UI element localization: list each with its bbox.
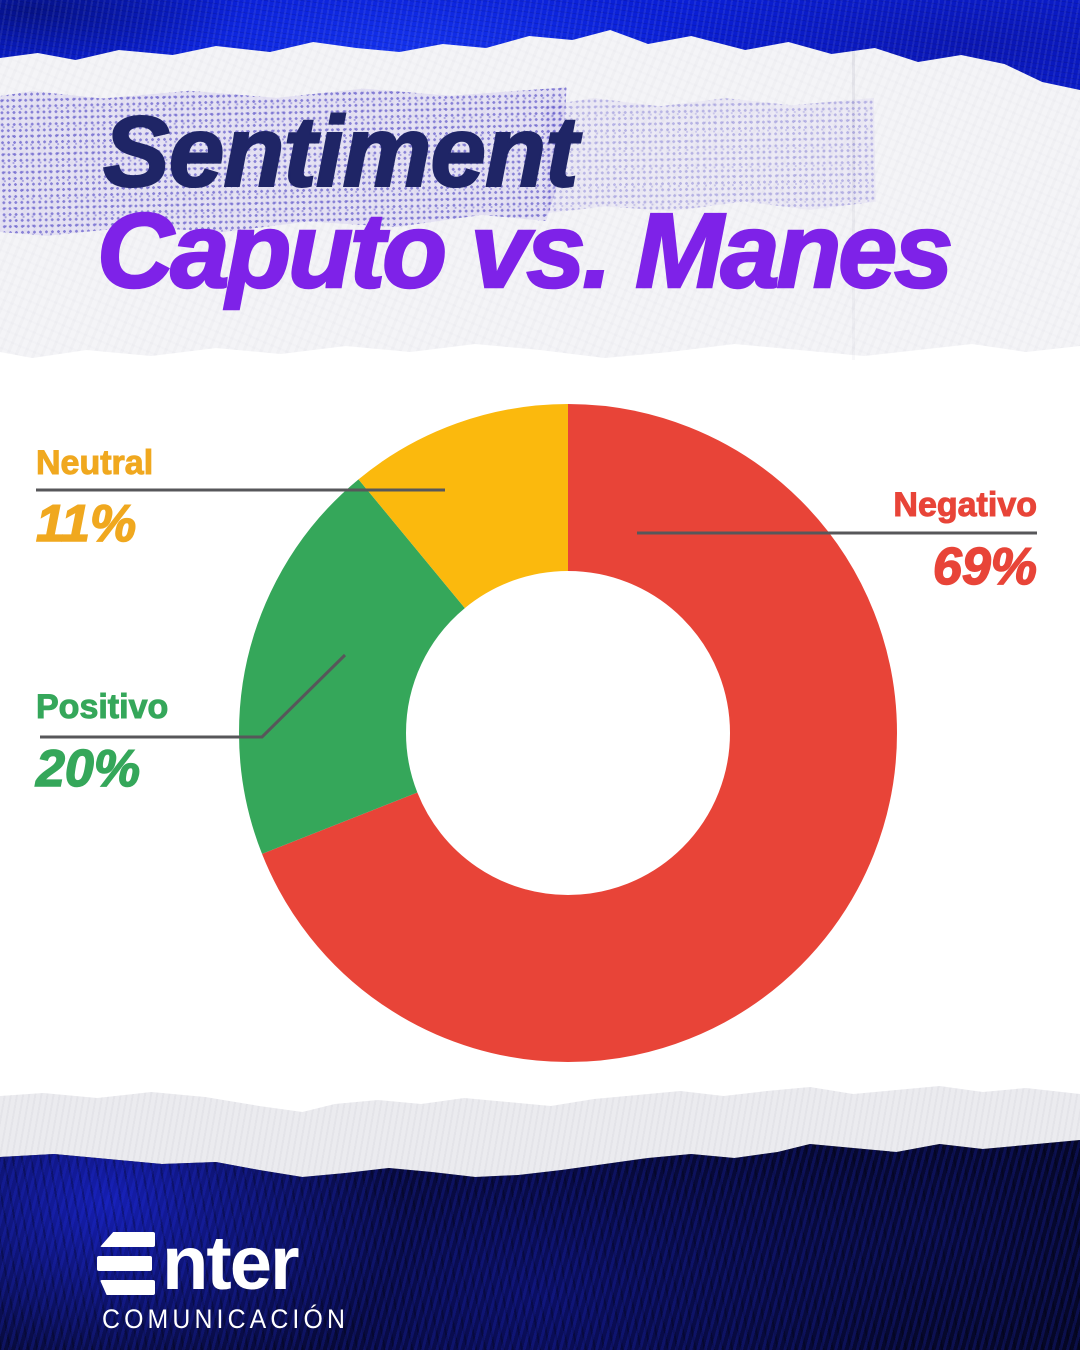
negativo-value: 69% [932,538,1038,596]
brand-name: nter [162,1220,300,1306]
page-title: Sentiment [102,96,579,208]
positivo-label: Positivo [35,688,169,726]
donut-segment-positivo [239,404,897,1062]
donut-segment-neutral [239,404,897,1062]
brand-tagline: COMUNICACIÓN [102,1304,350,1334]
enter-logo-e-icon [97,1232,155,1295]
negativo-label: Negativo [893,486,1038,524]
neutral-label: Neutral [35,444,154,482]
torn-paper-bottom-dark-band [0,1140,1080,1350]
paper-crease [852,40,855,360]
page-subtitle: Caputo vs. Manes [96,192,955,310]
enter-logo: nter [97,1220,300,1306]
positivo-leader-line [40,653,347,739]
neutral-value: 11% [35,495,137,553]
positivo-value: 20% [35,740,141,798]
